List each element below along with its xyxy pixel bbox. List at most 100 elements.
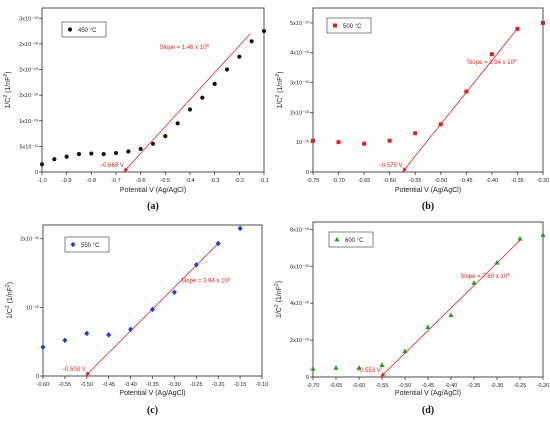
x-tick-label: -0.20 (212, 382, 225, 388)
chart-panel: -0.70 -0.65 -0.60 -0.55 -0.50 -0.45 -0.40 -0.35… (274, 221, 549, 416)
x-tick-label: -0.65 (330, 383, 343, 389)
y-tick-label: 0 (36, 374, 39, 380)
x-tick-label: -0.45 (460, 178, 473, 184)
slope-annotation: Slope = 3.94 x 109 (181, 276, 231, 285)
data-point (471, 280, 477, 285)
data-point (489, 52, 494, 57)
data-point (249, 39, 254, 44)
slope-annotation: Slope = 3.94 x 109 (467, 57, 517, 65)
x-tick-label: -0.55 (59, 382, 72, 388)
data-point (163, 134, 168, 139)
x-tick-label: -0.40 (445, 383, 458, 389)
x-tick-label: -0.1 (259, 178, 268, 184)
x-tick-label: -0.60 (37, 382, 50, 388)
y-axis-label: 1/C2 (1/nF2) (5, 282, 14, 319)
x-tick-label: -0.3 (210, 178, 219, 184)
fit-line (380, 240, 521, 378)
x-tick-label: -0.50 (435, 178, 448, 184)
data-point (237, 225, 243, 232)
x-tick-label: -1.0 (37, 178, 46, 184)
data-point (150, 306, 155, 313)
data-point (215, 240, 221, 247)
slope-annotation: Slope = 1.46 x 109 (160, 43, 210, 52)
legend-marker (334, 236, 340, 242)
x-axis-label: Potential V (Ag/AgCl) (120, 187, 186, 194)
fit-arrowhead (123, 167, 129, 172)
data-point (62, 337, 68, 344)
x-tick-label: -0.35 (146, 382, 159, 388)
y-tick-label: 2x10⁻¹⁰ (20, 236, 40, 243)
fit-arrowhead (85, 371, 91, 376)
chart-panel: -0.60 -0.55 -0.50 -0.45 -0.40 -0.35 -0.30 -0.25… (5, 224, 268, 416)
panel-label: (b) (422, 201, 434, 212)
x-tick-label: -0.30 (491, 383, 504, 389)
legend-label: 450 °C (78, 28, 97, 34)
x-tick-label: -0.45 (102, 382, 115, 388)
data-point (402, 348, 408, 354)
x-tick-label: -0.6 (136, 178, 145, 184)
legend-marker (70, 241, 76, 248)
y-axis-label: 1/C2 (1/nF2) (274, 281, 283, 318)
x-tick-label: -0.50 (399, 383, 412, 389)
data-point (84, 330, 90, 337)
data-point (438, 122, 443, 127)
data-point (224, 67, 230, 72)
intercept-annotation: −0.669 V (100, 163, 124, 169)
y-tick-label: 10⁻¹⁰ (296, 139, 310, 146)
y-tick-label: 8x10⁻¹⁰ (290, 226, 310, 233)
x-tick-label: -0.45 (422, 383, 435, 389)
chart-panel: -1.0 -0.9 -0.8 -0.7 -0.6 -0.5 -0.4 -0.3 -0.2 -0.1… (3, 7, 269, 212)
x-axis-label: Potential V (Ag/AgCl) (395, 390, 461, 397)
y-tick-label: 2x10⁻¹⁰ (19, 41, 39, 48)
data-point (76, 151, 82, 157)
x-tick-label: -0.30 (537, 178, 550, 184)
data-point (333, 364, 339, 370)
y-tick-label: 4x10⁻¹⁰ (290, 50, 310, 57)
data-point (379, 362, 385, 368)
x-axis-label: Potential V (Ag/AgCl) (395, 187, 461, 194)
y-tick-label: 0 (35, 170, 38, 176)
data-point (113, 150, 119, 156)
data-point (52, 157, 57, 162)
data-point (515, 26, 520, 31)
y-tick-label: 5x10⁻¹⁰ (290, 20, 310, 27)
y-tick-label: 2x10⁻¹⁰ (19, 67, 39, 74)
x-tick-label: -0.70 (307, 383, 320, 389)
data-point (138, 146, 143, 152)
y-tick-label: 10⁻¹⁰ (26, 304, 40, 311)
legend-label: 500 °C (343, 24, 362, 30)
intercept-annotation: −0.553 V (357, 368, 381, 374)
x-tick-label: -0.40 (486, 178, 499, 184)
x-tick-label: -0.30 (168, 382, 181, 388)
legend-label: 600 °C (345, 238, 364, 244)
x-tick-label: -0.70 (332, 178, 345, 184)
x-tick-label: -0.35 (468, 383, 481, 389)
plot-frame (41, 7, 265, 173)
x-tick-label: -0.2 (235, 178, 244, 184)
x-tick-label: -0.55 (409, 178, 422, 184)
legend-marker (333, 23, 337, 28)
data-point (517, 235, 523, 241)
x-tick-label: -0.5 (161, 178, 170, 184)
fit-line (402, 27, 519, 173)
data-point (356, 364, 362, 370)
data-point (39, 162, 45, 167)
data-point (64, 154, 69, 159)
y-tick-label: 1x10⁻¹⁰ (19, 118, 39, 125)
data-point (101, 151, 106, 157)
y-tick-label: 2x10⁻¹⁰ (290, 109, 310, 116)
data-point (237, 54, 242, 59)
y-axis-label: 1/C2 (1/nF2) (3, 71, 12, 108)
plot-frame (312, 7, 544, 173)
data-point (311, 138, 315, 143)
y-tick-label: 0 (306, 170, 309, 176)
data-point (89, 151, 94, 156)
y-tick-label: 2x10⁻¹⁰ (19, 92, 39, 99)
legend-label: 550 °C (81, 243, 100, 249)
intercept-annotation: −0.575 V (378, 163, 402, 169)
data-point (150, 141, 156, 146)
y-axis-label: 1/C2 (1/nF2) (275, 71, 284, 108)
data-point (128, 326, 134, 333)
data-point (175, 121, 180, 126)
